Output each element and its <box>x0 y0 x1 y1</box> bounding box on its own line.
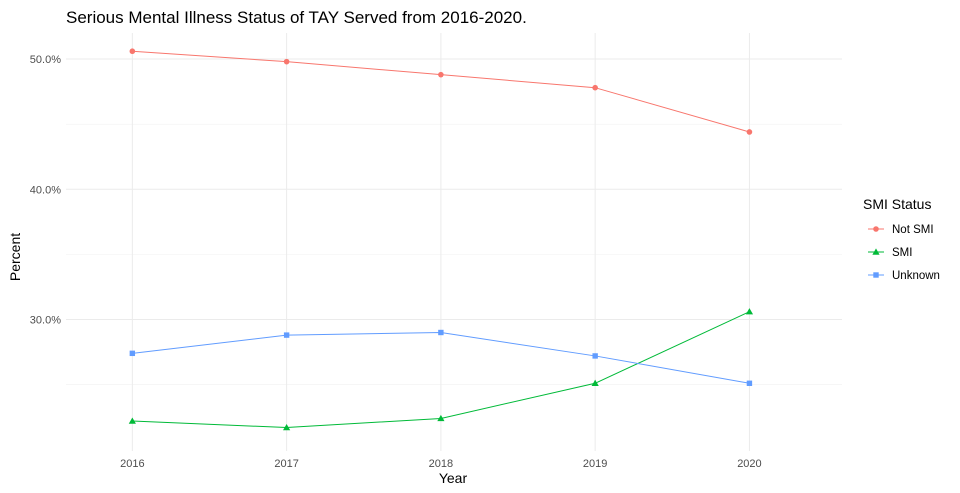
data-point-not-smi <box>129 48 136 55</box>
legend-item-smi: SMI <box>868 247 912 259</box>
data-point-unknown <box>746 380 753 386</box>
series-unknown <box>129 329 753 386</box>
legend-key-marker <box>873 272 879 278</box>
x-tick-label: 2018 <box>429 458 453 470</box>
legend-item-not-smi: Not SMI <box>868 224 934 236</box>
series-not-smi <box>129 48 753 135</box>
legend-title: SMI Status <box>863 196 931 212</box>
data-point-unknown <box>129 350 136 357</box>
legend-key-marker <box>873 226 879 232</box>
data-point-smi <box>591 379 599 386</box>
x-tick-label: 2020 <box>737 458 761 470</box>
x-tick-label: 2017 <box>274 458 298 470</box>
data-point-unknown <box>283 332 290 338</box>
y-axis-title: Percent <box>7 233 23 281</box>
x-axis: 2016 2017 2018 2019 2020 <box>120 458 762 470</box>
legend-key-marker <box>872 248 880 255</box>
x-tick-label: 2016 <box>120 458 144 470</box>
legend-label: Unknown <box>892 270 940 282</box>
data-point-smi <box>128 417 136 424</box>
x-tick-label: 2019 <box>583 458 607 470</box>
data-point-unknown <box>592 353 598 359</box>
x-axis-title: Year <box>439 470 468 486</box>
y-tick-label: 40.0% <box>30 184 61 196</box>
data-point-not-smi <box>592 84 598 91</box>
data-point-not-smi <box>283 58 290 65</box>
data-point-smi <box>745 308 754 315</box>
data-point-not-smi <box>438 71 444 78</box>
chart-title: Serious Mental Illness Status of TAY Ser… <box>66 8 527 27</box>
legend-item-unknown: Unknown <box>868 270 940 282</box>
legend-label: SMI <box>892 247 912 259</box>
y-axis: 30.0% 40.0% 50.0% <box>30 54 61 326</box>
data-point-unknown <box>438 329 444 336</box>
data-point-smi <box>437 414 445 422</box>
series-smi <box>128 308 754 431</box>
data-point-not-smi <box>746 129 753 135</box>
series-layer <box>128 48 754 431</box>
legend: SMI Status Not SMI SMI Unknown <box>863 196 940 282</box>
grid <box>66 33 842 451</box>
y-tick-label: 30.0% <box>30 314 61 326</box>
y-tick-label: 50.0% <box>30 54 61 66</box>
legend-label: Not SMI <box>892 224 934 236</box>
data-point-smi <box>283 423 291 431</box>
